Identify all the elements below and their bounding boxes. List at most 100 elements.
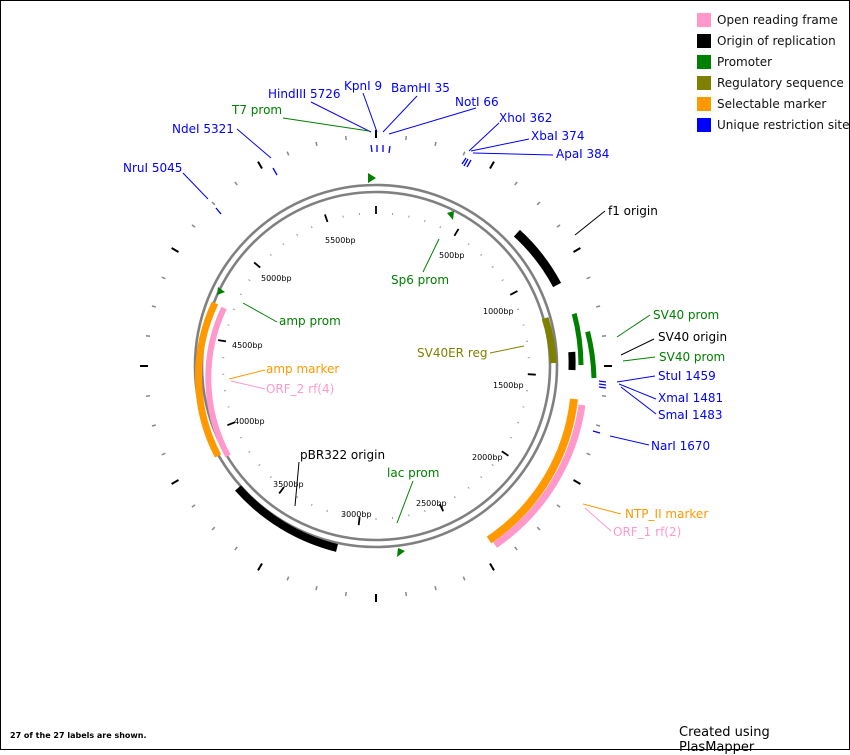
site-mark-smai [599, 387, 606, 388]
outer-tick [587, 453, 591, 455]
scale-tick [259, 464, 261, 465]
outer-tick [406, 136, 407, 140]
scale-tick [327, 510, 328, 512]
outer-tick [406, 592, 407, 596]
lac-prom-arrow [397, 548, 405, 557]
leader-orf-2 [231, 381, 265, 389]
label-xmai: XmaI 1481 [658, 391, 723, 405]
outer-tick [172, 248, 179, 252]
label-kpni: KpnI 9 [344, 79, 382, 93]
leader-sv40-prom-2 [623, 357, 655, 361]
scale-tick [481, 476, 482, 477]
label-t7-prom: T7 prom [231, 103, 282, 117]
outer-tick [346, 136, 347, 140]
site-mark-apai [467, 160, 471, 167]
label-bamhi: BamHI 35 [391, 81, 450, 95]
label-nrui: NruI 5045 [123, 161, 182, 175]
tick-label-1500: 1500bp [493, 381, 524, 390]
scale-tick [510, 291, 517, 295]
outer-tick [235, 182, 237, 185]
scale-tick [517, 422, 519, 423]
outer-tick [152, 425, 156, 426]
legend-item-site: Unique restriction site [697, 114, 850, 135]
leader-kpni [363, 93, 377, 132]
sp6-prom-arrow [447, 211, 454, 220]
scale-tick [270, 476, 271, 477]
leader-apai [473, 153, 553, 155]
outer-tick [346, 592, 347, 596]
label-xbai: XbaI 374 [531, 129, 584, 143]
outer-tick [258, 564, 262, 571]
legend-swatch-promoter [697, 55, 711, 69]
tick-label-2500: 2500bp [416, 499, 447, 508]
scale-tick [425, 510, 426, 512]
leader-sv40-prom-1 [617, 315, 650, 337]
outer-tick [212, 527, 215, 530]
scale-tick [297, 496, 298, 498]
leader-sp6-prom [423, 239, 439, 272]
label-sv40-prom-2: SV40 prom [659, 350, 725, 364]
legend-swatch-site [697, 118, 711, 132]
outer-tick [192, 225, 195, 227]
label-hindiii: HindIII 5726 [268, 87, 341, 101]
leader-amp-marker [229, 370, 265, 379]
outer-tick [258, 162, 262, 169]
site-mark-stui [599, 381, 606, 382]
scale-tick [510, 437, 512, 438]
legend-swatch-regulatory [697, 76, 711, 90]
outer-tick [287, 577, 289, 581]
scale-tick [523, 325, 525, 326]
leader-nrui [183, 173, 208, 199]
site-mark-xmai [599, 384, 606, 385]
label-ndei: NdeI 5321 [172, 122, 234, 136]
backbone-inner [202, 192, 550, 540]
outer-tick [316, 142, 317, 146]
outer-tick [490, 564, 494, 571]
tick-label-5500: 5500bp [325, 236, 356, 245]
scale-tick [502, 280, 504, 281]
scale-tick [283, 243, 284, 245]
legend-item-origin: Origin of replication [697, 30, 850, 51]
tick-label-2000: 2000bp [472, 453, 503, 462]
scale-tick [270, 254, 271, 255]
legend-label-promoter: Promoter [717, 55, 772, 69]
outer-tick [515, 547, 517, 550]
label-nari: NarI 1670 [651, 439, 710, 453]
leader-amp-prom [243, 303, 277, 322]
scale-tick [425, 220, 426, 222]
tick-label-500: 500bp [439, 251, 464, 260]
label-apai: ApaI 384 [556, 147, 609, 161]
outer-tick [602, 336, 606, 337]
label-amp-prom: amp prom [279, 314, 341, 328]
legend-item-marker: Selectable marker [697, 93, 850, 114]
scale-tick [311, 226, 312, 228]
legend-item-promoter: Promoter [697, 51, 850, 72]
outer-tick [463, 152, 465, 156]
credit-text: Created using PlasMapper [679, 725, 849, 755]
feature-labels: T7 prom f1 origin Sp6 prom SV40 prom SV4… [231, 103, 727, 539]
outer-tick [574, 480, 581, 484]
outer-tick [435, 586, 436, 590]
site-mark-ndei [273, 168, 277, 175]
scale-tick [228, 407, 230, 408]
label-count: 27 of the 27 labels are shown. [10, 731, 147, 740]
scale-tick [249, 451, 251, 452]
label-pbr322-origin: pBR322 origin [300, 448, 385, 462]
label-noti: NotI 66 [455, 95, 499, 109]
outer-tick [587, 277, 591, 279]
legend-swatch-orf [697, 13, 711, 27]
leader-lac-prom [397, 481, 413, 523]
leader-sv40-origin [621, 339, 654, 355]
scale-tick [249, 280, 251, 281]
scale-tick [297, 234, 298, 236]
legend-label-site: Unique restriction site [717, 118, 850, 132]
leader-orf-1 [585, 508, 611, 531]
scale-tick [502, 451, 509, 456]
outer-tick [146, 336, 150, 337]
tick-label-1000: 1000bp [483, 307, 514, 316]
label-sv40er-reg: SV40ER reg [417, 346, 488, 360]
leader-xhoi [469, 123, 499, 151]
outer-tick [490, 162, 494, 169]
scale-tick [528, 374, 536, 375]
